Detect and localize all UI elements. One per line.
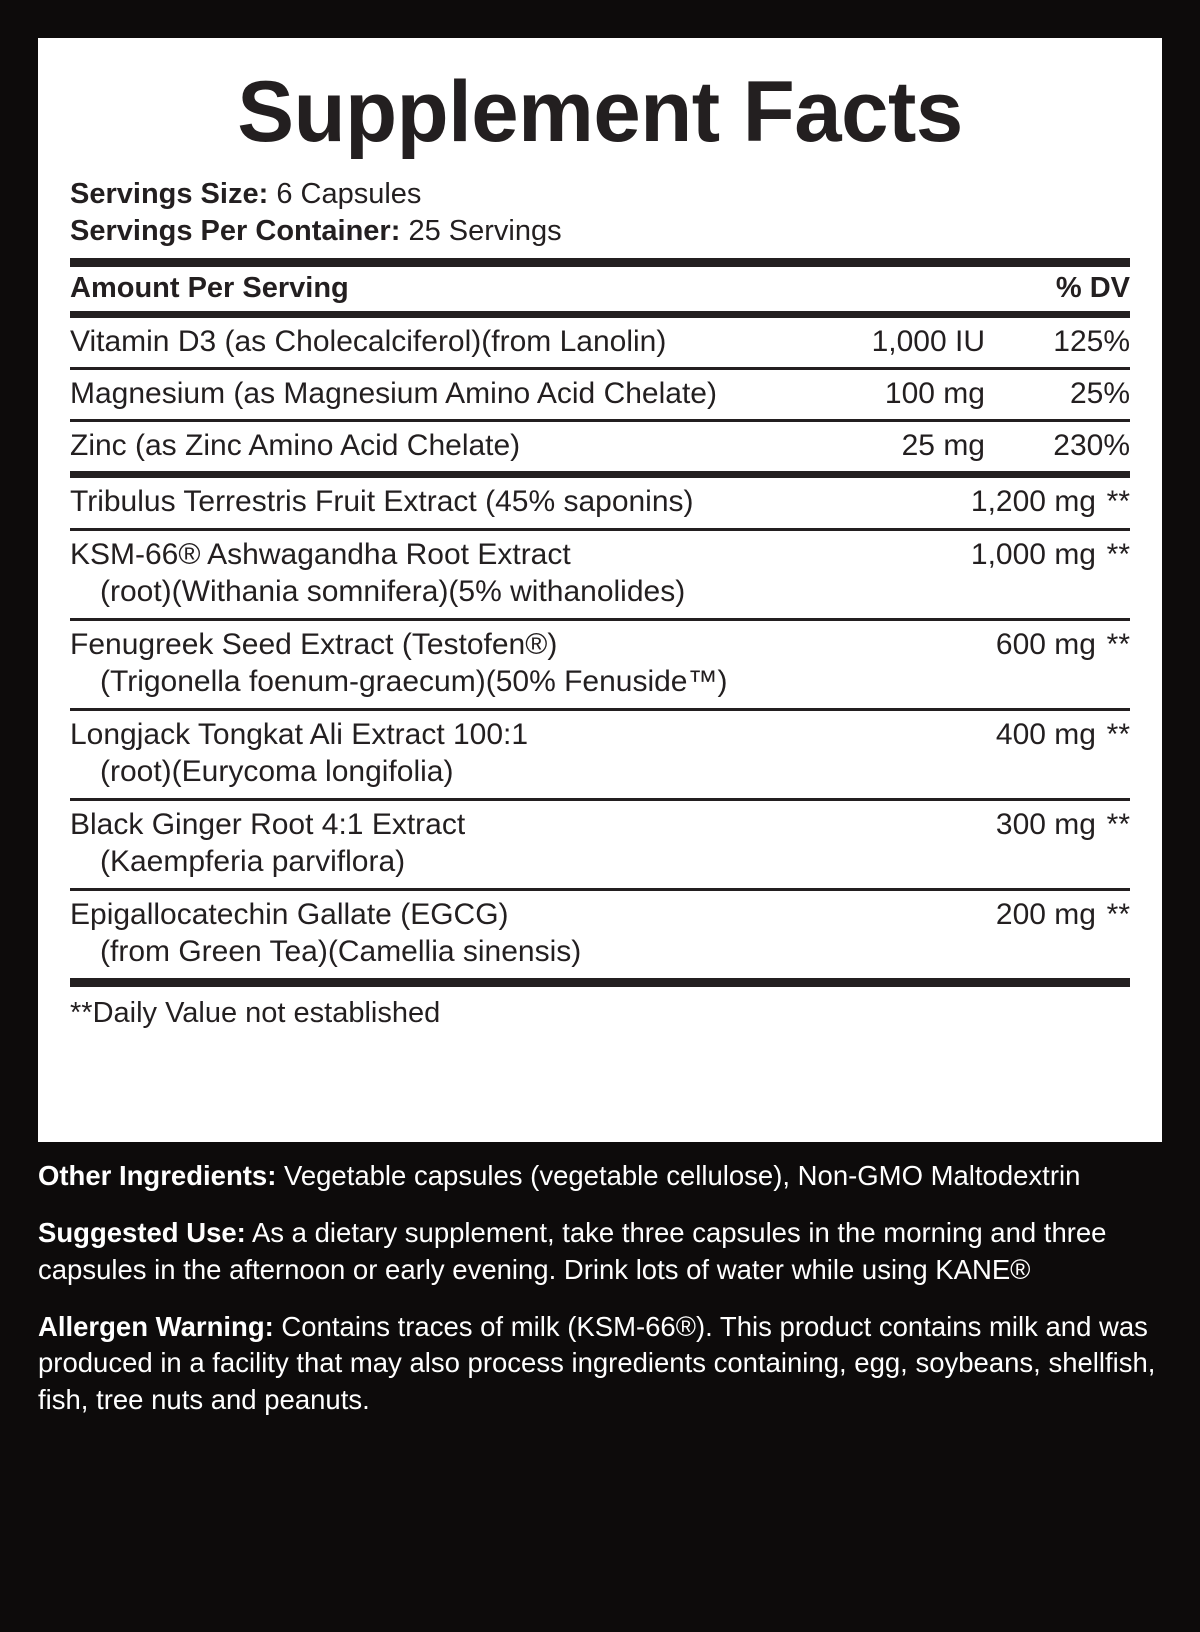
ingredient-amount: 1,000 mg xyxy=(970,538,1096,572)
row-divider xyxy=(70,888,1130,892)
rule-above-header xyxy=(70,258,1130,268)
suggested-use-text: As a dietary supplement, take three caps… xyxy=(38,1216,1107,1285)
nutrient-dv: 25% xyxy=(1069,377,1130,411)
header-percent-dv: % DV xyxy=(1055,272,1130,305)
nutrient-name: Zinc (as Zinc Amino Acid Chelate) xyxy=(70,429,521,463)
supplement-facts-panel: Supplement Facts Servings Size: 6 Capsul… xyxy=(38,38,1162,1142)
nutrient-dv: 125% xyxy=(1053,325,1130,359)
page-title: Supplement Facts xyxy=(237,64,963,160)
ingredient-footnote-marker: ** xyxy=(1106,718,1130,752)
table-row: Epigallocatechin Gallate (EGCG) 200 mg *… xyxy=(70,891,1130,978)
ingredient-footnote-marker: ** xyxy=(1106,628,1130,662)
daily-value-footnote: **Daily Value not established xyxy=(70,997,441,1030)
row-divider xyxy=(70,708,1130,712)
ingredient-subtitle: (Trigonella foenum-graecum)(50% Fenuside… xyxy=(100,665,728,699)
other-ingredients-paragraph: Other Ingredients: Vegetable capsules (v… xyxy=(38,1158,1162,1195)
other-ingredients-text: Vegetable capsules (vegetable cellulose)… xyxy=(276,1160,1081,1191)
allergen-warning-text: Contains traces of milk (KSM-66®). This … xyxy=(38,1310,1156,1416)
allergen-warning-paragraph: Allergen Warning: Contains traces of mil… xyxy=(38,1309,1162,1420)
rule-below-header xyxy=(70,311,1130,319)
servings-size-label: Servings Size: xyxy=(70,178,269,211)
table-row: KSM-66® Ashwagandha Root Extract 1,000 m… xyxy=(70,531,1130,618)
table-row: Magnesium (as Magnesium Amino Acid Chela… xyxy=(70,370,1130,419)
row-divider xyxy=(70,528,1130,532)
servings-size-value: 6 Capsules xyxy=(276,178,422,211)
ingredient-amount: 300 mg xyxy=(995,808,1096,842)
table-row: Longjack Tongkat Ali Extract 100:1 400 m… xyxy=(70,711,1130,798)
nutrient-dv: 230% xyxy=(1053,429,1130,463)
servings-per-container-label: Servings Per Container: xyxy=(70,215,401,248)
table-row: Zinc (as Zinc Amino Acid Chelate) 25 mg … xyxy=(70,422,1130,471)
allergen-warning-label: Allergen Warning: xyxy=(38,1310,274,1342)
ingredient-name: Fenugreek Seed Extract (Testofen®) xyxy=(70,628,558,662)
ingredient-subtitle: (from Green Tea)(Camellia sinensis) xyxy=(100,935,582,969)
servings-per-container-value: 25 Servings xyxy=(408,215,562,248)
nutrient-name: Vitamin D3 (as Cholecalciferol)(from Lan… xyxy=(70,325,667,359)
servings-per-container-line: Servings Per Container: 25 Servings xyxy=(70,213,1130,250)
ingredient-subtitle: (Kaempferia parviflora) xyxy=(100,845,406,879)
servings-size-line: Servings Size: 6 Capsules xyxy=(70,176,1130,213)
ingredient-amount: 400 mg xyxy=(995,718,1096,752)
row-divider xyxy=(70,618,1130,622)
ingredient-name: Black Ginger Root 4:1 Extract xyxy=(70,808,466,842)
row-divider xyxy=(70,367,1130,371)
ingredient-amount: 600 mg xyxy=(995,628,1096,662)
bottom-info-block: Other Ingredients: Vegetable capsules (v… xyxy=(38,1158,1162,1419)
ingredient-amount: 200 mg xyxy=(995,898,1096,932)
ingredient-footnote-marker: ** xyxy=(1106,808,1130,842)
table-header-row: Amount Per Serving % DV xyxy=(70,267,1130,311)
suggested-use-label: Suggested Use: xyxy=(38,1216,246,1248)
ingredient-name: KSM-66® Ashwagandha Root Extract xyxy=(70,538,571,572)
ingredient-footnote-marker: ** xyxy=(1106,898,1130,932)
header-amount-per-serving: Amount Per Serving xyxy=(70,272,349,305)
row-divider xyxy=(70,798,1130,802)
rule-between-sections xyxy=(70,471,1130,479)
ingredient-name: Tribulus Terrestris Fruit Extract (45% s… xyxy=(70,485,694,519)
other-ingredients-label: Other Ingredients: xyxy=(38,1160,277,1191)
nutrition-table: Amount Per Serving % DV Vitamin D3 (as C… xyxy=(70,267,1130,1030)
ingredient-name: Longjack Tongkat Ali Extract 100:1 xyxy=(70,718,529,752)
table-row: Tribulus Terrestris Fruit Extract (45% s… xyxy=(70,478,1130,528)
nutrient-name: Magnesium (as Magnesium Amino Acid Chela… xyxy=(70,377,717,411)
nutrient-amount: 1,000 IU xyxy=(871,325,985,359)
ingredient-name: Epigallocatechin Gallate (EGCG) xyxy=(70,898,509,932)
ingredient-footnote-marker: ** xyxy=(1106,538,1130,572)
nutrient-amount: 100 mg xyxy=(884,377,985,411)
table-row: Fenugreek Seed Extract (Testofen®) 600 m… xyxy=(70,621,1130,708)
table-row: Black Ginger Root 4:1 Extract 300 mg ** … xyxy=(70,801,1130,888)
nutrient-amount: 25 mg xyxy=(901,429,985,463)
row-divider xyxy=(70,419,1130,423)
ingredient-amount: 1,200 mg xyxy=(970,485,1096,519)
ingredient-footnote-marker: ** xyxy=(1106,485,1130,519)
ingredient-subtitle: (root)(Eurycoma longifolia) xyxy=(100,755,454,789)
rule-above-footnote xyxy=(70,978,1130,988)
table-row: Vitamin D3 (as Cholecalciferol)(from Lan… xyxy=(70,318,1130,367)
ingredient-subtitle: (root)(Withania somnifera)(5% withanolid… xyxy=(100,575,686,609)
suggested-use-paragraph: Suggested Use: As a dietary supplement, … xyxy=(38,1215,1162,1289)
